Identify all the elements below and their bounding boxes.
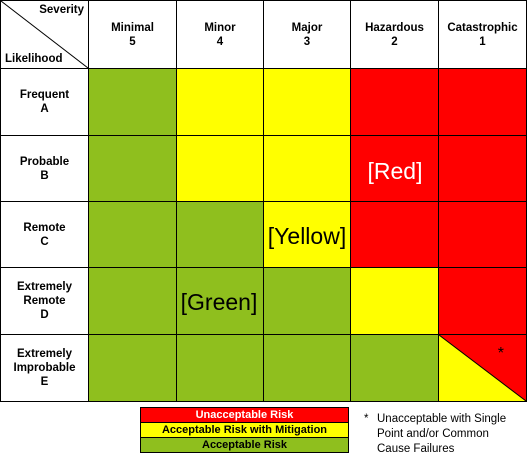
yellow-zone-label: [Yellow]	[267, 223, 347, 249]
likelihood-level: B	[40, 169, 49, 182]
risk-cell-yellow	[263, 135, 351, 202]
risk-cell-green	[176, 267, 264, 335]
likelihood-header: Extremely Improbable E	[0, 334, 89, 402]
likelihood-name: Probable	[19, 155, 70, 168]
likelihood-name: Remote	[23, 221, 66, 234]
severity-name: Minimal	[111, 21, 154, 34]
risk-cell-yellow	[176, 68, 264, 136]
likelihood-level: E	[40, 376, 49, 388]
severity-header: Minimal 5	[88, 0, 177, 69]
likelihood-level: A	[40, 103, 49, 115]
likelihood-name: Frequent	[19, 89, 70, 101]
green-zone-label: [Green]	[180, 289, 258, 315]
split-cell-diagonal	[439, 335, 526, 401]
risk-cell-red	[350, 135, 439, 202]
legend-acceptable-with-mitigation: Acceptable Risk with Mitigation	[140, 422, 349, 438]
severity-name: Minor	[204, 21, 236, 34]
risk-cell-green	[263, 334, 351, 402]
risk-cell-red	[350, 201, 439, 268]
likelihood-header: Probable B	[0, 135, 89, 202]
risk-cell-yellow	[350, 267, 439, 335]
severity-header: Major 3	[263, 0, 351, 69]
corner-diagonal-line	[1, 1, 88, 68]
footnote-asterisk: *	[364, 413, 369, 425]
risk-cell-red	[350, 68, 439, 136]
severity-header: Catastrophic 1	[438, 0, 527, 69]
severity-level: 5	[129, 35, 136, 48]
risk-cell-red	[438, 267, 527, 335]
risk-cell-green	[263, 267, 351, 335]
severity-name: Major	[291, 21, 323, 34]
risk-cell-red	[438, 201, 527, 268]
risk-cell-green	[88, 201, 177, 268]
severity-axis-label: Severity	[39, 4, 84, 16]
matrix-corner-cell: Severity Likelihood	[0, 0, 89, 69]
risk-cell-yellow	[176, 135, 264, 202]
risk-cell-green	[88, 68, 177, 136]
likelihood-level: D	[40, 309, 49, 321]
likelihood-header: Extremely Remote D	[0, 267, 89, 335]
risk-cell-yellow	[263, 201, 351, 268]
risk-cell-green	[176, 334, 264, 402]
red-zone-label: [Red]	[367, 158, 423, 184]
risk-matrix: Severity Likelihood Minimal 5 Minor 4 Majo…	[0, 0, 527, 402]
likelihood-header: Remote C	[0, 201, 89, 268]
risk-legend: Unacceptable Risk Acceptable Risk with M…	[140, 407, 349, 453]
risk-cell-red	[438, 135, 527, 202]
severity-header: Minor 4	[176, 0, 264, 69]
severity-level: 2	[391, 35, 398, 48]
severity-header: Hazardous 2	[350, 0, 439, 69]
likelihood-name: Extremely Improbable	[13, 348, 76, 374]
risk-cell-red	[438, 68, 527, 136]
footnote: * Unacceptable with Single Point and/or …	[364, 412, 524, 457]
legend-unacceptable-risk: Unacceptable Risk	[140, 407, 349, 423]
severity-name: Hazardous	[365, 21, 424, 34]
likelihood-header: Frequent A	[0, 68, 89, 136]
risk-cell-green	[176, 201, 264, 268]
likelihood-level: C	[40, 235, 49, 248]
risk-cell-split: *	[438, 334, 527, 402]
footnote-text: Unacceptable with Single Point and/or Co…	[377, 413, 507, 455]
likelihood-axis-label: Likelihood	[5, 53, 63, 65]
legend-acceptable-risk: Acceptable Risk	[140, 437, 349, 453]
severity-name: Catastrophic	[447, 21, 518, 34]
risk-cell-yellow	[263, 68, 351, 136]
split-cell-graphic	[439, 335, 526, 401]
risk-cell-green	[88, 267, 177, 335]
asterisk-marker: *	[497, 345, 504, 362]
likelihood-name: Extremely Remote	[17, 281, 72, 307]
severity-level: 4	[216, 35, 224, 48]
severity-level: 1	[479, 35, 486, 48]
risk-cell-green	[88, 334, 177, 402]
severity-level: 3	[303, 35, 311, 48]
risk-cell-green	[350, 334, 439, 402]
risk-cell-green	[88, 135, 177, 202]
